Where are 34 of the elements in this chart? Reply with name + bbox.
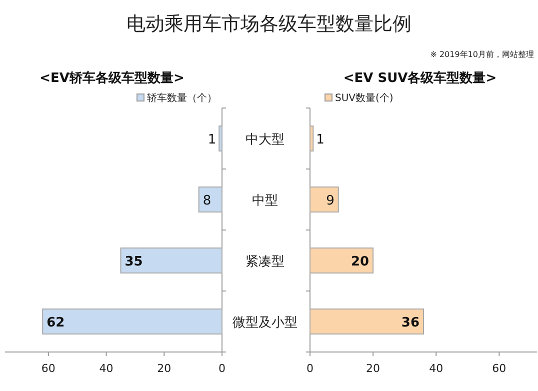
y-tick-label: 中大型 — [246, 132, 284, 148]
bar — [310, 248, 374, 274]
x-tick-label: 20 — [366, 362, 380, 375]
text: ※ 2019年10月前，网站整理 — [430, 50, 534, 59]
y-tick-label: 微型及小型 — [232, 316, 298, 330]
bar — [310, 186, 339, 212]
x-tick-label: 40 — [429, 362, 444, 375]
bar — [310, 308, 424, 334]
data-label: 62 — [46, 316, 65, 330]
bar — [120, 248, 222, 274]
text: 电动乘用车市场各级车型数量比例 — [126, 13, 412, 35]
bar — [198, 186, 222, 212]
x-tick-label: 40 — [99, 362, 114, 375]
data-label: 9 — [326, 194, 334, 208]
x-tick-label: 20 — [157, 362, 172, 375]
y-tick-label: 中型 — [252, 194, 278, 208]
x-tick-label: 60 — [492, 362, 506, 375]
legend-label: SUV数量(个) — [335, 92, 394, 104]
data-label: 1 — [316, 132, 324, 148]
bar — [218, 126, 222, 152]
chart-subtitle: <EV SUV各级车型数量> — [343, 70, 497, 86]
bar — [42, 308, 222, 334]
legend-label: 轿车数量（个） — [147, 92, 217, 104]
x-tick-label: 0 — [306, 362, 314, 375]
data-label: 1 — [208, 132, 216, 148]
data-label: 20 — [350, 254, 370, 270]
data-label: 36 — [401, 316, 420, 330]
bar — [310, 126, 314, 152]
data-label: 35 — [124, 254, 143, 270]
chart-subtitle: <EV轿车各级车型数量> — [40, 70, 184, 86]
data-label: 8 — [202, 194, 212, 208]
x-tick-label: 0 — [218, 362, 226, 375]
y-tick-label: 紧凑型 — [246, 254, 284, 270]
x-tick-label: 60 — [41, 362, 56, 375]
